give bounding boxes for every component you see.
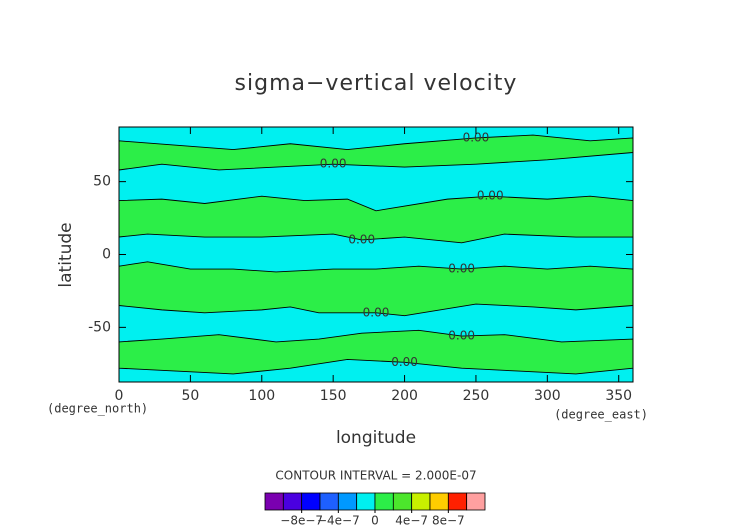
x-tick-label: 50 [181, 388, 199, 404]
colorbar-box [392, 492, 413, 511]
colorbar-box [264, 492, 284, 511]
contour-label: 0.00 [477, 189, 504, 203]
x-tick-label: 300 [534, 388, 561, 404]
y-units: (degree_north) [47, 402, 148, 416]
contour-region [119, 261, 633, 317]
colorbar-box [374, 492, 394, 511]
colorbar-box [411, 492, 431, 511]
colorbar-tick-label: 0 [371, 514, 379, 528]
contour-region [119, 134, 633, 171]
colorbar-tick-label: −8e−7 [280, 514, 323, 528]
colorbar-tick-label: 8e−7 [432, 514, 465, 528]
colorbar-box [447, 492, 468, 511]
colorbar-box [356, 492, 376, 511]
contour-label: 0.00 [391, 355, 418, 369]
y-tick-label: 0 [102, 247, 111, 263]
colorbar-box [429, 492, 449, 511]
contour-label: 0.00 [448, 262, 475, 276]
colorbar-box [466, 492, 486, 511]
x-tick-label: 350 [605, 388, 632, 404]
chart-title: sigma−vertical velocity [235, 71, 518, 96]
colorbar-tick-label: −4e−7 [317, 514, 360, 528]
contour-label: 0.00 [320, 157, 347, 171]
x-tick-label: 100 [248, 388, 275, 404]
colorbar-tick-label: 4e−7 [395, 514, 428, 528]
x-tick-label: 250 [463, 388, 490, 404]
contour-region [119, 195, 633, 244]
x-tick-label: 0 [115, 388, 124, 404]
x-axis-label: longitude [336, 428, 416, 448]
contour-region [119, 329, 633, 375]
contour-label: 0.00 [348, 232, 375, 246]
x-tick-label: 150 [320, 388, 347, 404]
colorbar-box [319, 492, 339, 511]
y-tick-label: 50 [93, 174, 111, 190]
contour-interval: CONTOUR INTERVAL = 2.000E-07 [275, 469, 476, 483]
colorbar-box [282, 492, 303, 511]
x-units: (degree_east) [554, 408, 648, 422]
y-axis-label: latitude [56, 222, 76, 287]
contour-label: 0.00 [363, 305, 390, 319]
y-tick-label: -50 [88, 319, 111, 335]
colorbar-box [301, 492, 321, 511]
x-tick-label: 200 [391, 388, 418, 404]
contour-label: 0.00 [448, 329, 475, 343]
colorbar-box [337, 492, 358, 511]
contour-label: 0.00 [463, 130, 490, 144]
